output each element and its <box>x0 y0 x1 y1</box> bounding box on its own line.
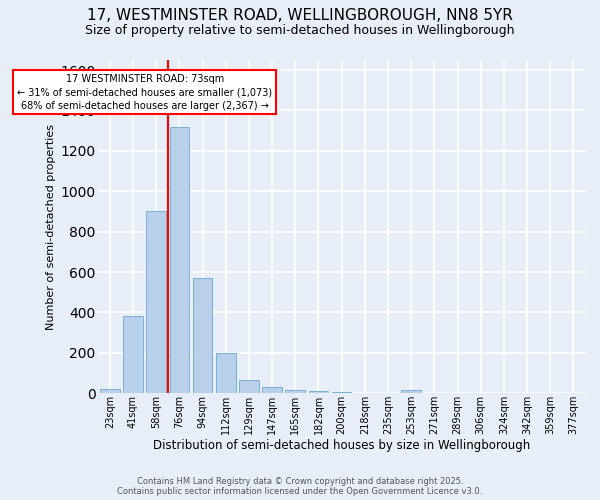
Bar <box>193 278 212 393</box>
Y-axis label: Number of semi-detached properties: Number of semi-detached properties <box>46 124 56 330</box>
Text: 17 WESTMINSTER ROAD: 73sqm
← 31% of semi-detached houses are smaller (1,073)
68%: 17 WESTMINSTER ROAD: 73sqm ← 31% of semi… <box>17 74 272 110</box>
Text: Contains HM Land Registry data © Crown copyright and database right 2025.
Contai: Contains HM Land Registry data © Crown c… <box>118 476 482 496</box>
Bar <box>239 380 259 393</box>
Bar <box>401 390 421 393</box>
X-axis label: Distribution of semi-detached houses by size in Wellingborough: Distribution of semi-detached houses by … <box>153 440 530 452</box>
Bar <box>123 316 143 393</box>
Bar <box>170 126 189 393</box>
Text: 17, WESTMINSTER ROAD, WELLINGBOROUGH, NN8 5YR: 17, WESTMINSTER ROAD, WELLINGBOROUGH, NN… <box>87 8 513 22</box>
Bar <box>100 389 120 393</box>
Bar <box>286 390 305 393</box>
Bar <box>308 391 328 393</box>
Bar <box>332 392 352 393</box>
Text: Size of property relative to semi-detached houses in Wellingborough: Size of property relative to semi-detach… <box>85 24 515 37</box>
Bar <box>146 212 166 393</box>
Bar <box>216 353 236 393</box>
Bar <box>262 387 282 393</box>
